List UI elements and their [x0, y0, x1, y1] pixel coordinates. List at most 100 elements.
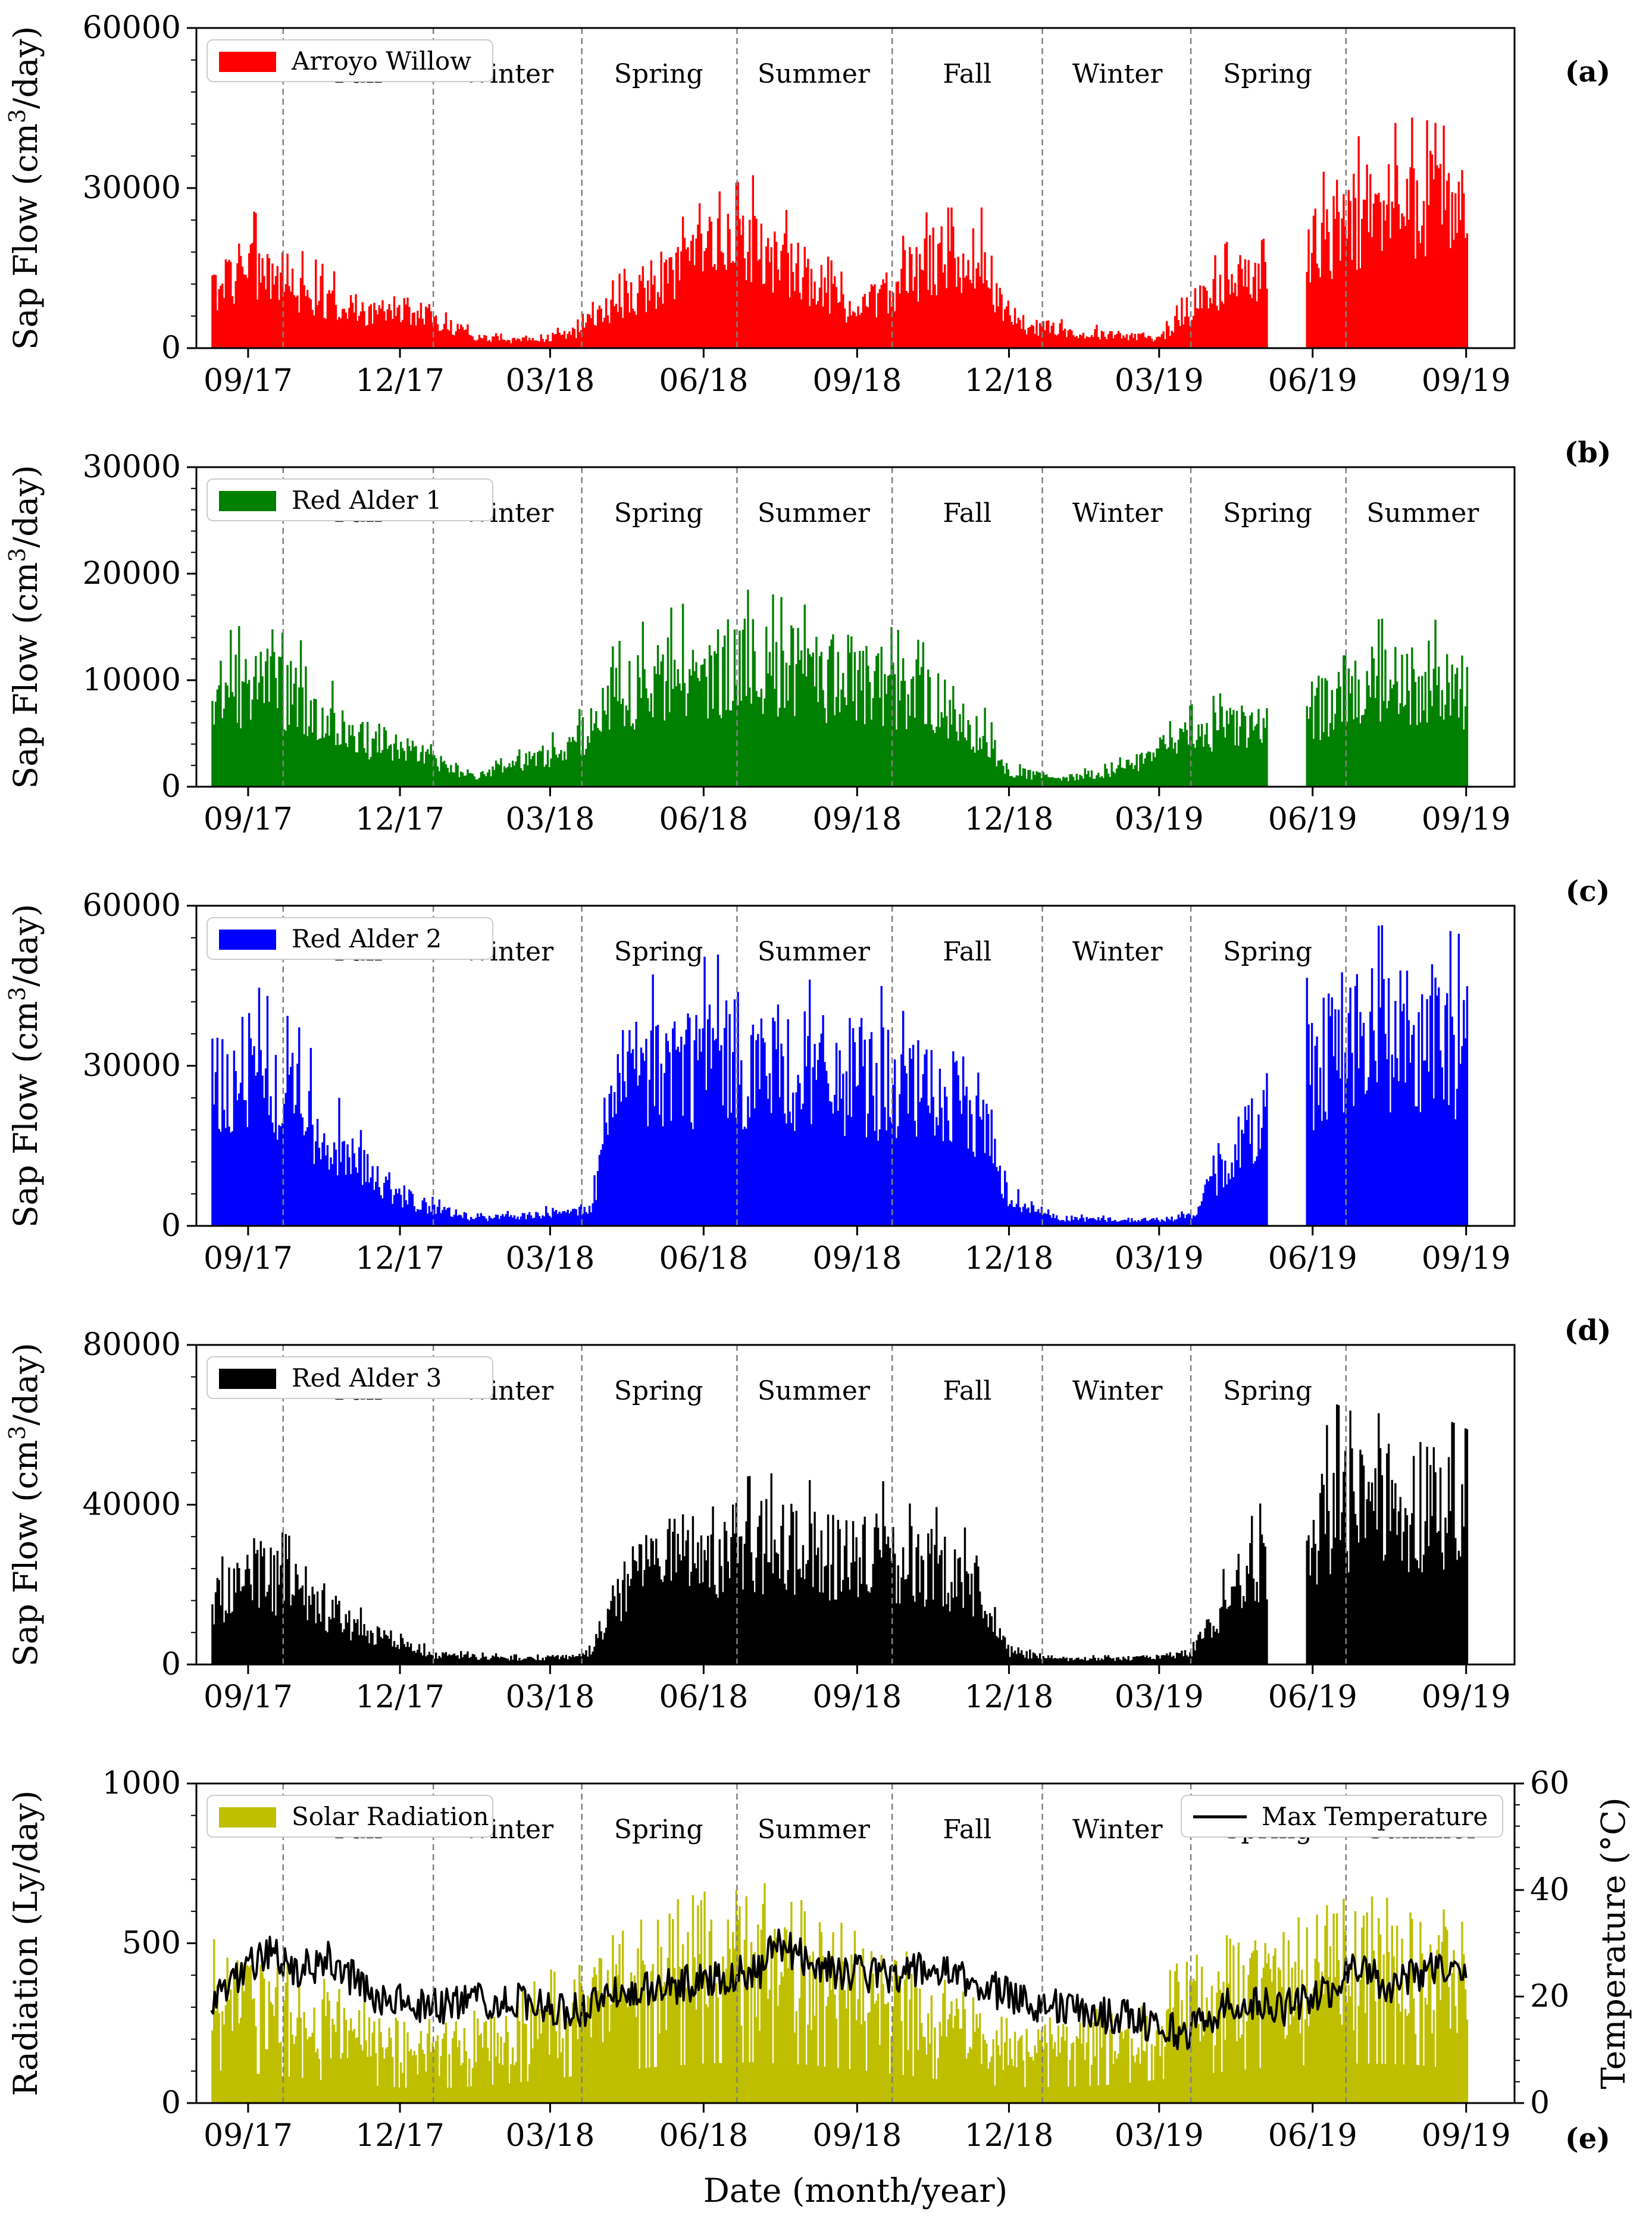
bar: [698, 1583, 701, 1664]
bar: [581, 1989, 584, 2103]
bar: [231, 2030, 234, 2103]
bar: [1081, 2043, 1083, 2103]
bar: [1032, 326, 1035, 348]
bar: [600, 1631, 602, 1664]
bar: [274, 678, 277, 787]
bar: [571, 1654, 574, 1664]
bar: [1396, 1535, 1398, 1664]
bar: [735, 1503, 738, 1664]
bar: [390, 2037, 392, 2103]
bar: [612, 646, 614, 787]
bar: [678, 280, 681, 348]
bar: [334, 2032, 337, 2103]
bar: [899, 1603, 901, 1664]
bar: [1069, 774, 1071, 787]
bar: [847, 1577, 849, 1664]
bar: [827, 1083, 830, 1226]
bar: [290, 661, 292, 787]
bar: [323, 1979, 326, 2103]
bar: [1154, 340, 1156, 348]
bar: [847, 1115, 849, 1226]
bar: [812, 1587, 814, 1664]
bar: [1097, 1657, 1100, 1664]
bar: [1050, 1655, 1053, 1664]
bar: [741, 215, 744, 348]
bar: [598, 305, 601, 348]
bar: [309, 1047, 312, 1226]
bar: [1242, 1595, 1245, 1664]
bar: [1089, 2085, 1091, 2103]
bar: [870, 719, 873, 787]
bar: [1129, 335, 1131, 348]
bar: [1166, 1653, 1168, 1664]
bar: [1346, 721, 1348, 787]
bar: [749, 687, 751, 787]
bar: [290, 2012, 292, 2103]
bar: [264, 1068, 267, 1226]
bar: [361, 1635, 364, 1664]
panel-letter: (b): [1565, 436, 1612, 470]
bar: [221, 2011, 224, 2103]
bar: [341, 1141, 344, 1226]
bar: [984, 1610, 986, 1664]
bar: [495, 2056, 498, 2103]
bar: [1063, 778, 1066, 787]
bar: [236, 722, 239, 787]
x-tick-label: 09/18: [812, 363, 902, 399]
bar: [965, 1571, 968, 1664]
bar: [1384, 649, 1387, 787]
bar: [706, 231, 709, 348]
bar: [1362, 1022, 1365, 1226]
bar: [1147, 2080, 1150, 2103]
bar: [1379, 1007, 1382, 1226]
bar: [1439, 1050, 1442, 1226]
bar: [907, 2049, 909, 2103]
bar: [1100, 1218, 1103, 1226]
bar: [563, 2077, 566, 2103]
bar: [213, 1624, 215, 1664]
bar: [740, 235, 743, 348]
bar: [463, 1654, 466, 1664]
y-tick-label: 0: [161, 330, 181, 366]
bar: [785, 1589, 788, 1664]
bar: [1182, 324, 1185, 348]
bar: [1055, 2056, 1058, 2103]
bar: [533, 1981, 536, 2103]
bar: [495, 761, 498, 787]
bar: [717, 1997, 719, 2103]
bar: [1060, 2036, 1063, 2103]
bar: [1124, 1219, 1127, 1226]
bar: [780, 597, 783, 787]
bar: [258, 987, 261, 1226]
bar: [830, 1989, 833, 2103]
bar: [1140, 752, 1143, 787]
bar: [1387, 1951, 1390, 2103]
bar: [1262, 1090, 1265, 1226]
bar: [1312, 1130, 1315, 1226]
bar: [1221, 706, 1223, 787]
bar: [278, 2042, 280, 2103]
bar: [1404, 1082, 1407, 1226]
bar: [1451, 1422, 1453, 1664]
bar: [1084, 338, 1087, 348]
bar: [1314, 1046, 1316, 1226]
bar: [893, 1059, 896, 1226]
bar: [1171, 1216, 1173, 1226]
bar: [1344, 226, 1347, 348]
bar: [542, 1657, 544, 1664]
bar: [656, 292, 659, 348]
bar: [253, 1046, 255, 1226]
bar: [1037, 1209, 1040, 1226]
bar: [787, 1570, 789, 1664]
bar: [578, 1206, 581, 1226]
bar: [843, 1135, 846, 1226]
bar: [1131, 2038, 1133, 2103]
bar: [420, 302, 423, 348]
bar: [640, 281, 643, 348]
bar: [1362, 1915, 1365, 2103]
bar: [875, 1063, 878, 1226]
bar: [1306, 271, 1308, 348]
season-label: Summer: [758, 937, 871, 967]
bar: [286, 1964, 289, 2103]
bar: [675, 2004, 678, 2103]
